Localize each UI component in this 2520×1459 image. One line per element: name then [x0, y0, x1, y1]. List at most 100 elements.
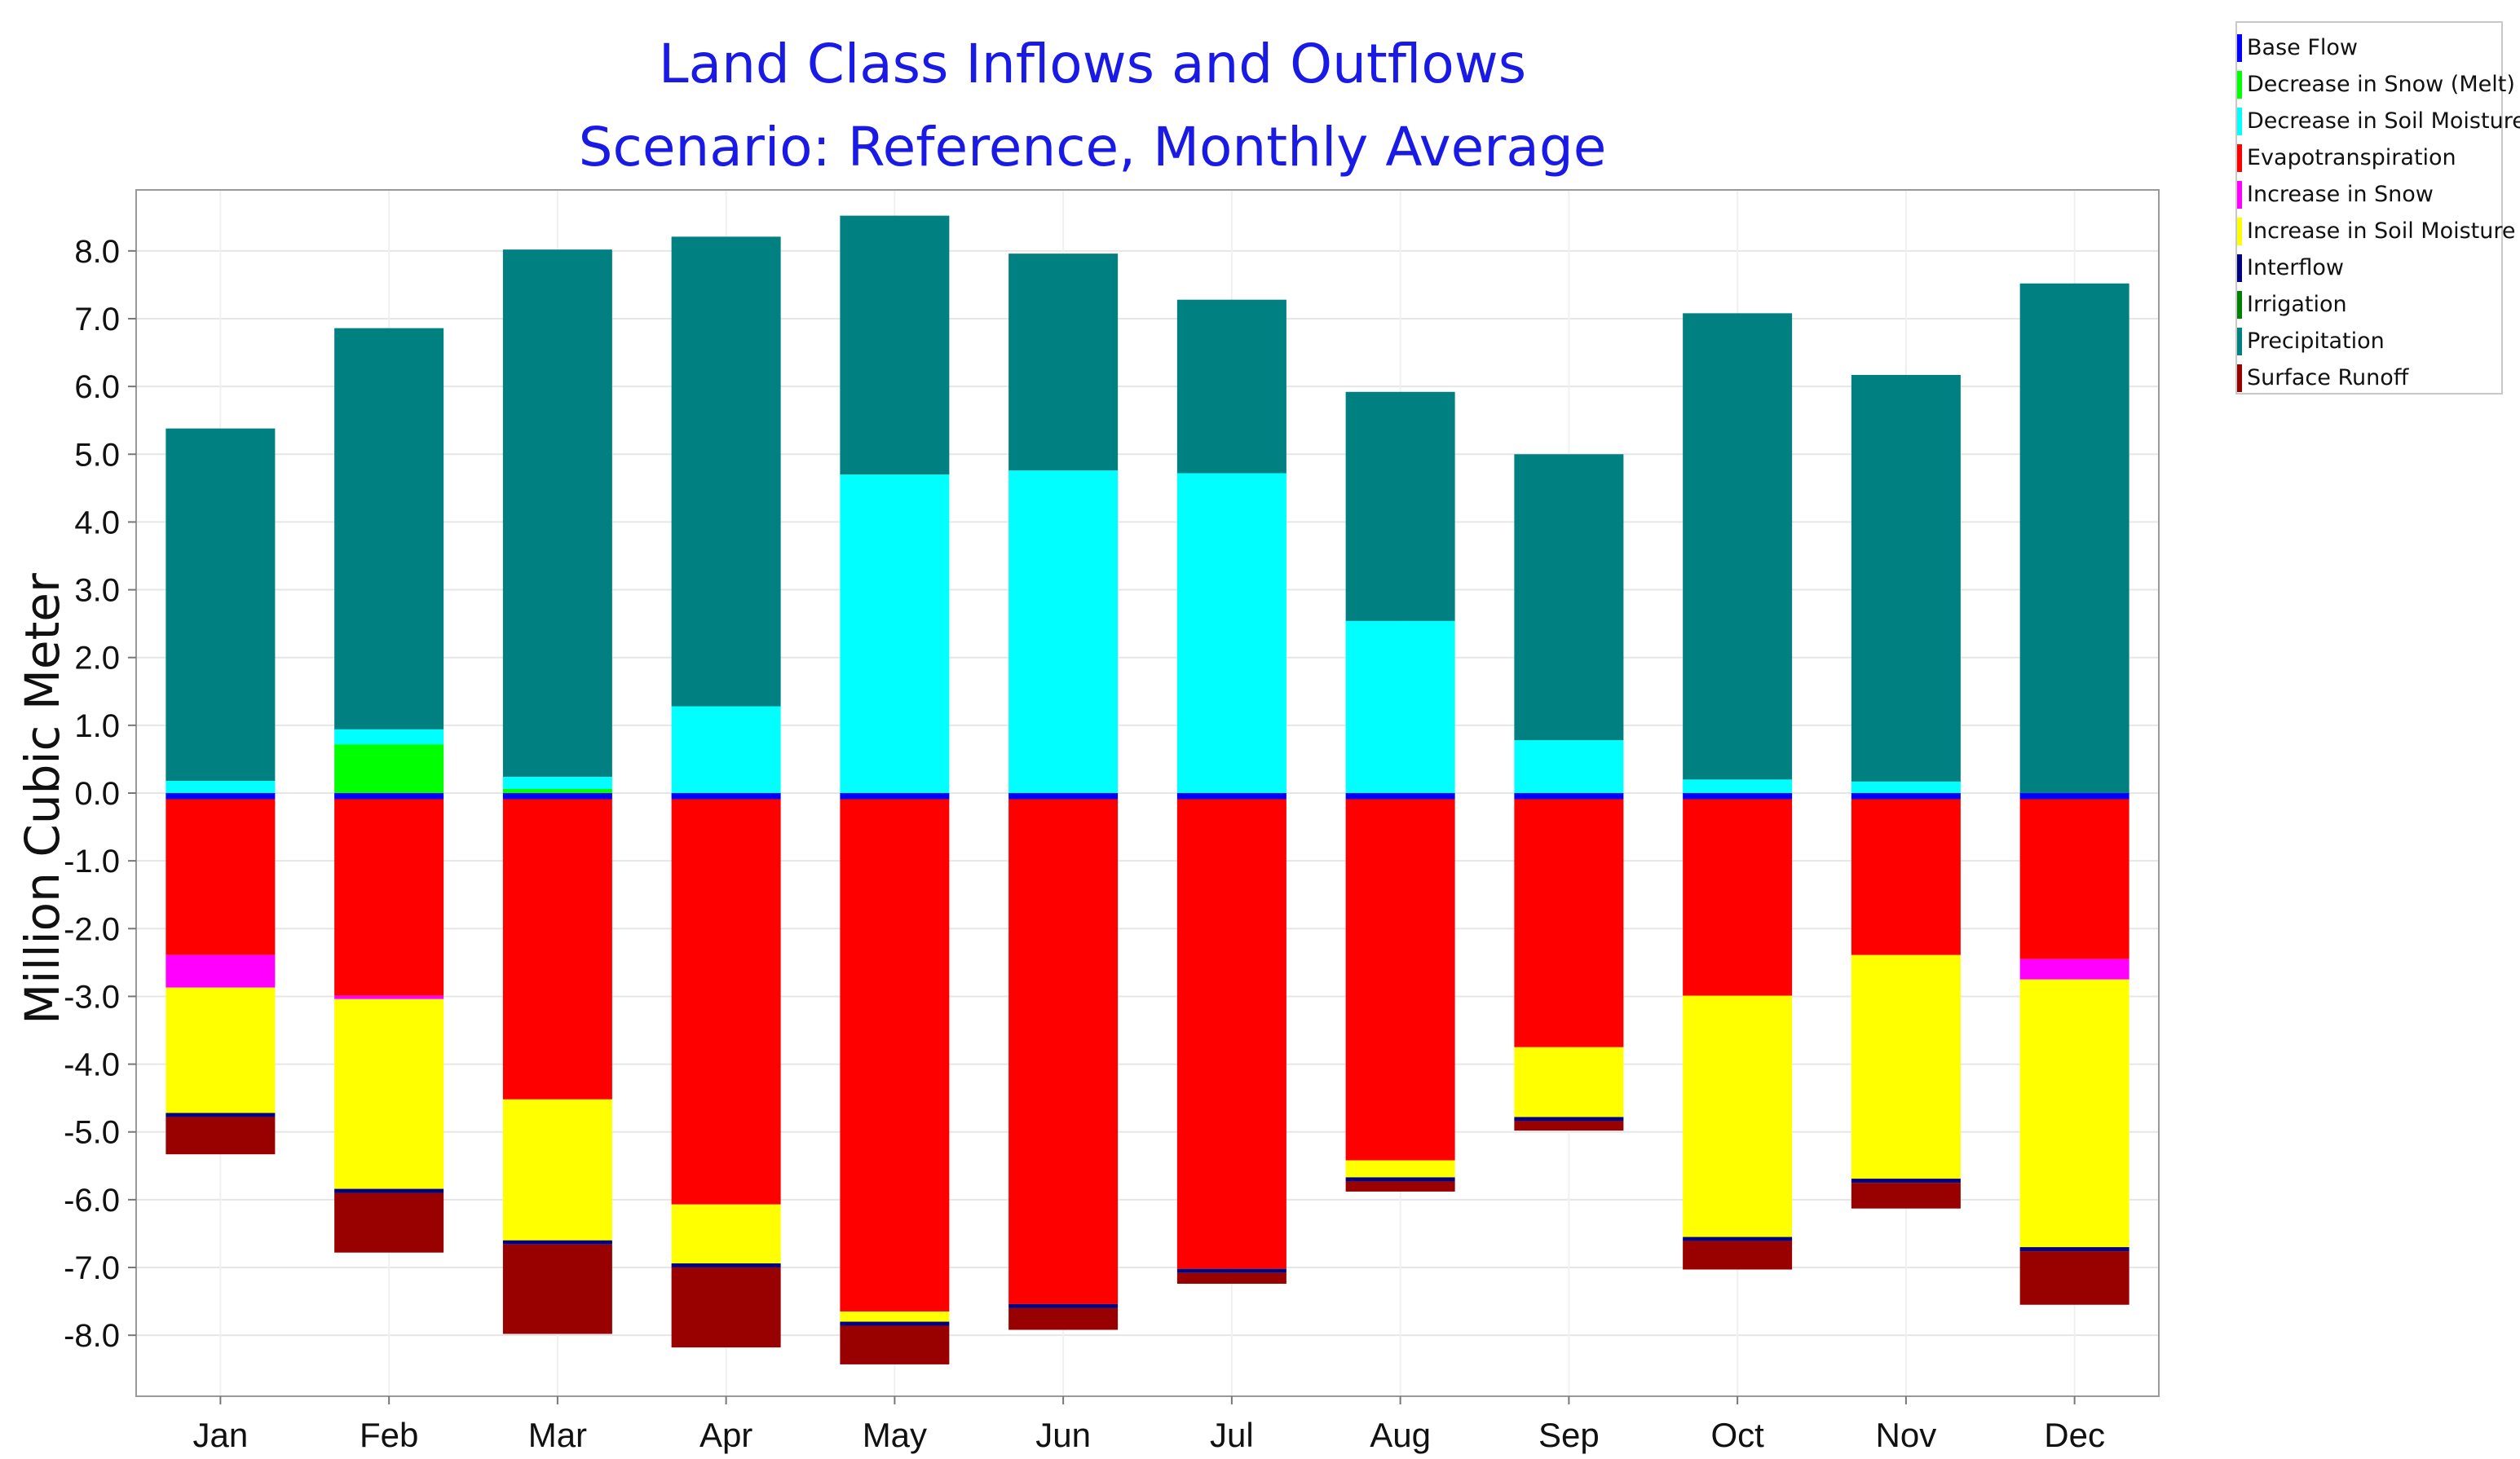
bar-interflow-jul	[1176, 1268, 1286, 1273]
bar-base-flow-jul	[1176, 793, 1286, 800]
bar-base-flow-oct	[1683, 793, 1793, 800]
bar-base-flow-dec	[2019, 793, 2129, 800]
bar-evapotranspiration-oct	[1683, 799, 1793, 996]
bar-base-flow-jan	[165, 793, 276, 800]
bar-increase-in-soil-moisture-jan	[165, 987, 276, 1113]
bar-precipitation-nov	[1851, 374, 1961, 782]
bar-interflow-jan	[165, 1113, 276, 1117]
legend-swatch	[2237, 108, 2242, 135]
chart-title: Land Class Inflows and Outflows	[658, 33, 1527, 95]
x-tick-label: Aug	[1370, 1416, 1431, 1454]
bar-evapotranspiration-dec	[2019, 799, 2129, 959]
bar-surface-runoff-feb	[334, 1192, 444, 1253]
bar-interflow-mar	[502, 1240, 612, 1245]
y-tick-label: 2.0	[74, 641, 120, 677]
legend-label: Decrease in Snow (Melt)	[2247, 72, 2515, 97]
bar-increase-in-soil-moisture-apr	[671, 1204, 781, 1264]
x-tick-label: May	[863, 1416, 927, 1454]
bar-interflow-nov	[1851, 1179, 1961, 1184]
bar-base-flow-may	[840, 793, 950, 800]
bar-evapotranspiration-jan	[165, 799, 276, 955]
x-tick-label: Apr	[700, 1416, 752, 1454]
bar-precipitation-mar	[502, 249, 612, 778]
bar-decrease-in-soil-moisture-jul	[1176, 473, 1286, 793]
bar-decrease-in-snow-melt-mar	[502, 789, 612, 793]
legend-label: Precipitation	[2247, 328, 2385, 354]
y-tick-label: 4.0	[74, 505, 120, 540]
bar-precipitation-feb	[334, 328, 444, 730]
bar-interflow-feb	[334, 1188, 444, 1193]
legend-label: Increase in Soil Moisture	[2247, 218, 2516, 244]
legend-item: Decrease in Soil Moisture	[2237, 103, 2520, 139]
legend-swatch	[2237, 181, 2242, 209]
y-tick-label: -7.0	[64, 1250, 120, 1286]
bar-increase-in-snow-jan	[165, 954, 276, 988]
bar-surface-runoff-aug	[1345, 1181, 1455, 1192]
bar-increase-in-soil-moisture-nov	[1851, 954, 1961, 1179]
bar-interflow-jun	[1008, 1303, 1119, 1308]
bar-evapotranspiration-may	[840, 799, 950, 1312]
bar-decrease-in-soil-moisture-aug	[1345, 620, 1455, 793]
bar-evapotranspiration-nov	[1851, 799, 1961, 955]
bar-surface-runoff-mar	[502, 1244, 612, 1334]
bar-surface-runoff-jun	[1008, 1307, 1119, 1330]
bar-interflow-dec	[2019, 1247, 2129, 1252]
legend-label: Decrease in Soil Moisture	[2247, 108, 2520, 134]
bar-increase-in-soil-moisture-oct	[1683, 995, 1793, 1237]
bar-surface-runoff-apr	[671, 1267, 781, 1348]
y-tick-label: -6.0	[64, 1183, 120, 1219]
legend-item: Increase in Snow	[2237, 176, 2501, 213]
bar-decrease-in-soil-moisture-may	[840, 474, 950, 793]
bar-surface-runoff-may	[840, 1325, 950, 1364]
bar-surface-runoff-oct	[1683, 1241, 1793, 1270]
bar-surface-runoff-dec	[2019, 1251, 2129, 1305]
bar-decrease-in-soil-moisture-jun	[1008, 470, 1119, 793]
legend-swatch	[2237, 291, 2242, 319]
x-tick-label: Jan	[193, 1416, 249, 1454]
bar-decrease-in-soil-moisture-jan	[165, 781, 276, 793]
bar-surface-runoff-jul	[1176, 1272, 1286, 1284]
bar-interflow-sep	[1514, 1117, 1624, 1122]
legend-item: Decrease in Snow (Melt)	[2237, 66, 2515, 103]
y-tick-label: -2.0	[64, 911, 120, 947]
bar-precipitation-dec	[2019, 283, 2129, 793]
bar-increase-in-soil-moisture-sep	[1514, 1047, 1624, 1117]
bar-evapotranspiration-feb	[334, 799, 444, 996]
y-tick-label: -8.0	[64, 1318, 120, 1354]
bar-interflow-oct	[1683, 1236, 1793, 1241]
legend-item: Irrigation	[2237, 286, 2501, 323]
bar-base-flow-sep	[1514, 793, 1624, 800]
bar-surface-runoff-sep	[1514, 1121, 1624, 1131]
y-tick-label: 1.0	[74, 708, 120, 744]
bar-decrease-in-soil-moisture-nov	[1851, 781, 1961, 793]
legend-item: Base Flow	[2237, 29, 2501, 66]
bar-base-flow-apr	[671, 793, 781, 800]
bar-decrease-in-snow-melt-feb	[334, 744, 444, 793]
legend-label: Irrigation	[2247, 292, 2347, 317]
bar-stacks	[165, 215, 2129, 1364]
bar-precipitation-oct	[1683, 313, 1793, 780]
legend-label: Interflow	[2247, 255, 2344, 280]
bar-evapotranspiration-aug	[1345, 799, 1455, 1161]
bar-surface-runoff-jan	[165, 1117, 276, 1155]
bar-increase-in-soil-moisture-aug	[1345, 1160, 1455, 1178]
y-tick-label: -5.0	[64, 1115, 120, 1151]
bar-decrease-in-soil-moisture-oct	[1683, 779, 1793, 793]
bar-precipitation-jan	[165, 428, 276, 782]
legend-label: Base Flow	[2247, 35, 2358, 60]
legend-swatch	[2237, 144, 2242, 172]
y-tick-label: 5.0	[74, 437, 120, 473]
bar-decrease-in-soil-moisture-feb	[334, 729, 444, 745]
bar-base-flow-mar	[502, 793, 612, 800]
bar-decrease-in-soil-moisture-mar	[502, 777, 612, 790]
bar-precipitation-sep	[1514, 454, 1624, 741]
bar-increase-in-snow-dec	[2019, 959, 2129, 980]
legend-swatch	[2237, 254, 2242, 282]
bar-interflow-apr	[671, 1263, 781, 1268]
bar-increase-in-snow-feb	[334, 995, 444, 999]
bar-surface-runoff-nov	[1851, 1183, 1961, 1209]
y-axis-label: Million Cubic Meter	[15, 573, 70, 1025]
y-tick-label: 8.0	[74, 234, 120, 270]
bar-increase-in-soil-moisture-mar	[502, 1099, 612, 1241]
